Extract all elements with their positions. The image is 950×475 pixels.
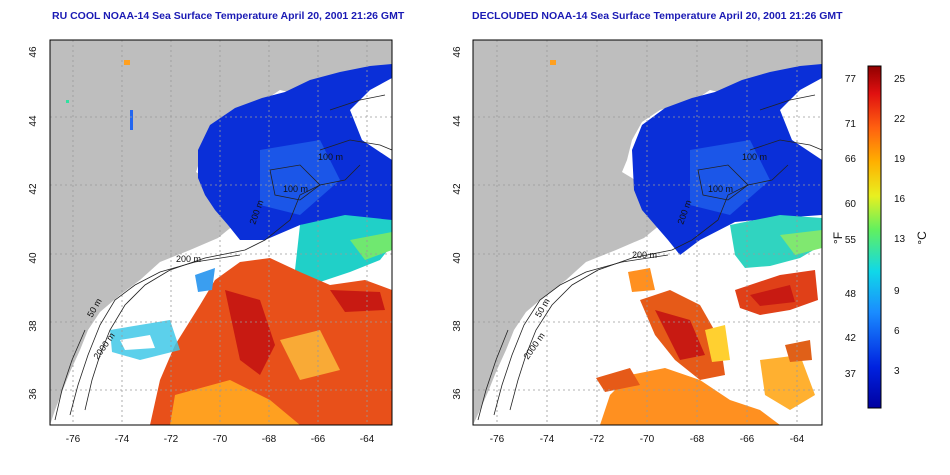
left-lat-tick: 38	[28, 320, 39, 332]
colorbar-f-tick: 60	[845, 199, 857, 210]
right-lon-tick: -70	[640, 434, 655, 445]
colorbar-c-tick: 25	[894, 74, 906, 85]
colorbar-f-tick: 42	[845, 333, 857, 344]
right-contour-label-100m-a: 100 m	[742, 152, 767, 162]
colorbar-c-tick: 16	[894, 194, 906, 205]
left-lon-tick: -64	[360, 434, 375, 445]
right-land	[473, 40, 822, 425]
left-panel-title: RU COOL NOAA-14 Sea Surface Temperature …	[52, 10, 405, 22]
right-lat-tick: 36	[452, 388, 463, 400]
right-lon-tick: -64	[790, 434, 805, 445]
right-lat-tick: 40	[452, 252, 463, 264]
colorbar-c-unit-label: °C	[915, 231, 929, 245]
left-lon-tick: -74	[115, 434, 130, 445]
right-contours	[477, 94, 823, 421]
left-lat-tick: 36	[28, 388, 39, 400]
right-lon-tick: -72	[590, 434, 605, 445]
left-contour-label-100m-a: 100 m	[318, 152, 343, 162]
right-map: 200 m 50 m 2000 m 100 m 100 m 200 m	[472, 39, 823, 426]
right-map-frame	[472, 39, 823, 426]
right-warm-patch	[600, 368, 780, 425]
left-lon-tick: -68	[262, 434, 277, 445]
right-panel-title: DECLOUDED NOAA-14 Sea Surface Temperatur…	[472, 10, 843, 22]
left-lon-tick: -70	[213, 434, 228, 445]
right-lon-tick: -68	[690, 434, 705, 445]
left-contour-label-200m: 200 m	[176, 254, 201, 264]
left-lat-tick: 44	[28, 115, 39, 127]
right-contour-label-200m: 200 m	[632, 250, 657, 260]
left-map: 200 m 50 m 2000 m 100 m 100 m 200 m	[49, 39, 393, 426]
left-lat-tick: 40	[28, 252, 39, 264]
left-land	[50, 40, 392, 425]
right-lon-tick: -74	[540, 434, 555, 445]
colorbar-c-tick: 3	[894, 366, 900, 377]
left-lon-tick: -72	[164, 434, 179, 445]
colorbar-c-tick: 13	[894, 234, 906, 245]
left-lat-axis: 36 38 40 42 44 46	[28, 46, 39, 400]
right-lat-tick: 46	[452, 46, 463, 58]
colorbar-gradient	[867, 65, 882, 409]
left-contours	[54, 94, 393, 421]
left-lat-tick: 46	[28, 46, 39, 58]
colorbar-f-tick: 55	[845, 235, 857, 246]
colorbar-c-tick: 19	[894, 154, 906, 165]
left-lon-tick: -76	[66, 434, 81, 445]
right-lat-tick: 44	[452, 115, 463, 127]
colorbar-f-tick: 77	[845, 74, 857, 85]
left-lon-tick: -66	[311, 434, 326, 445]
left-cyan-band	[295, 215, 392, 282]
colorbar: 77 71 66 60 55 48 42 37 25 22 19 16 13 9…	[831, 65, 929, 409]
right-lon-axis: -76 -74 -72 -70 -68 -66 -64	[490, 434, 805, 445]
colorbar-f-tick: 48	[845, 289, 857, 300]
colorbar-c-ticks: 25 22 19 16 13 9 6 3	[894, 74, 906, 377]
right-lon-tick: -66	[740, 434, 755, 445]
left-contour-label-100m-b: 100 m	[283, 184, 308, 194]
left-lat-tick: 42	[28, 183, 39, 195]
right-contour-label-100m-b: 100 m	[708, 184, 733, 194]
right-lat-axis: 36 38 40 42 44 46	[452, 46, 463, 400]
colorbar-f-unit-label: °F	[831, 232, 845, 244]
colorbar-c-tick: 22	[894, 114, 906, 125]
colorbar-f-tick: 71	[845, 119, 857, 130]
right-grid	[473, 40, 822, 425]
right-cyan-band	[730, 215, 822, 268]
right-lat-tick: 38	[452, 320, 463, 332]
colorbar-f-ticks: 77 71 66 60 55 48 42 37	[845, 74, 857, 380]
left-lon-axis: -76 -74 -72 -70 -68 -66 -64	[66, 434, 375, 445]
right-lon-tick: -76	[490, 434, 505, 445]
colorbar-c-tick: 9	[894, 286, 900, 297]
left-grid	[50, 40, 392, 425]
left-map-frame	[49, 39, 393, 426]
right-lat-tick: 42	[452, 183, 463, 195]
colorbar-f-tick: 37	[845, 369, 857, 380]
colorbar-c-tick: 6	[894, 326, 900, 337]
colorbar-f-tick: 66	[845, 154, 857, 165]
